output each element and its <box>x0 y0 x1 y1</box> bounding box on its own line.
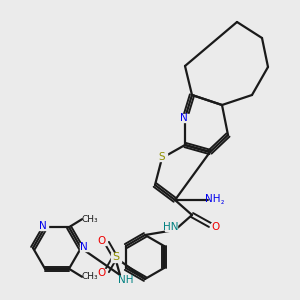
Bar <box>120 276 132 284</box>
Text: CH₃: CH₃ <box>82 215 98 224</box>
Bar <box>80 243 88 251</box>
Text: HN: HN <box>163 222 179 232</box>
Text: O: O <box>98 268 106 278</box>
Text: CH₃: CH₃ <box>82 272 98 281</box>
Bar <box>38 222 47 230</box>
Bar <box>158 153 166 161</box>
Bar <box>111 253 121 262</box>
Text: ₂: ₂ <box>220 197 224 206</box>
Bar <box>211 223 219 231</box>
Bar <box>165 223 177 231</box>
Text: S: S <box>159 152 165 162</box>
Text: O: O <box>98 236 106 246</box>
Bar <box>208 195 217 203</box>
Text: N: N <box>80 242 88 252</box>
Bar <box>98 269 106 277</box>
Bar <box>179 114 188 122</box>
Bar <box>98 237 106 245</box>
Text: NH: NH <box>205 194 221 204</box>
Text: N: N <box>180 113 188 123</box>
Text: S: S <box>112 252 120 262</box>
Text: N: N <box>39 221 47 231</box>
Text: NH: NH <box>118 275 134 285</box>
Text: O: O <box>211 222 219 232</box>
